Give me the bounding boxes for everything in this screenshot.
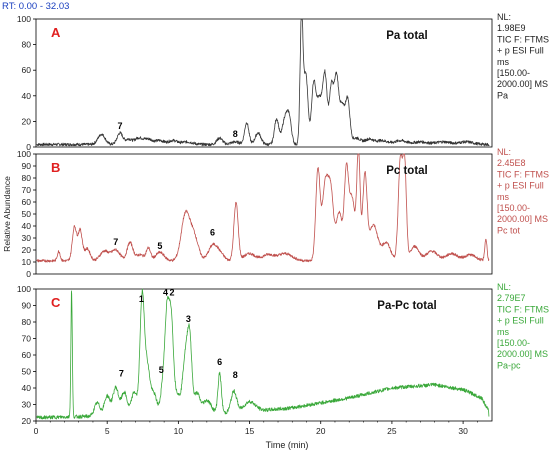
nl-line: + p ESI Full [497, 316, 544, 326]
y-tick-label: 90 [22, 301, 32, 311]
panel-letter: B [51, 160, 60, 175]
nl-line: TIC F: FTMS [497, 34, 549, 44]
nl-line: [150.00- [497, 68, 530, 78]
nl-line: Pc tot [497, 225, 521, 235]
y-tick-label: 80 [22, 317, 32, 327]
x-tick-label: 20 [316, 426, 326, 436]
nl-line: 1.98E9 [497, 23, 526, 33]
peak-label: 3 [186, 314, 191, 324]
y-axis-label: Relative Abundance [2, 176, 12, 252]
series-line [36, 288, 490, 420]
nl-line: + p ESI Full [497, 46, 544, 56]
y-tick-label: 80 [22, 173, 32, 183]
peak-label: 5 [159, 365, 164, 375]
y-tick-label: 10 [22, 257, 32, 267]
nl-line: 2000.00] MS [497, 349, 548, 359]
y-tick-label: 20 [22, 245, 32, 255]
peak-label: 6 [210, 228, 215, 238]
y-tick-label: 100 [17, 14, 31, 24]
peak-label: 7 [119, 368, 124, 378]
nl-line: [150.00- [497, 338, 530, 348]
y-tick-label: 20 [22, 116, 32, 126]
y-tick-label: 0 [26, 269, 31, 279]
y-tick-label: 50 [22, 209, 32, 219]
x-axis: 0 5 10 15 20 25 30 [34, 421, 478, 436]
x-tick-label: 30 [458, 426, 468, 436]
peak-label: 4 [163, 288, 168, 298]
nl-line: 2.79E7 [497, 293, 526, 303]
panel-title: Pc total [386, 165, 428, 177]
series-line [36, 18, 490, 147]
y-tick-label: 90 [22, 161, 32, 171]
y-tick-label: 40 [22, 221, 32, 231]
y-tick-label: 60 [22, 350, 32, 360]
y-tick-label: 40 [22, 91, 32, 101]
peak-label: 1 [139, 294, 144, 304]
peak-label: 5 [157, 241, 162, 251]
peak-label: 7 [113, 237, 118, 247]
nl-line: TIC F: FTMS [497, 169, 549, 179]
nl-line: ms [497, 192, 509, 202]
peak-label: 7 [117, 121, 122, 131]
series-line [36, 153, 490, 263]
nl-line: 2.45E8 [497, 158, 526, 168]
nl-line: ms [497, 57, 509, 67]
nl-line: + p ESI Full [497, 181, 544, 191]
y-tick-label: 60 [22, 65, 32, 75]
nl-line: TIC F: FTMS [497, 304, 549, 314]
panel-c: 20 30 40 50 60 70 80 90 100 C Pa-Pc total 1 4 2 3 7 5 6 8 N… [17, 282, 549, 426]
rt-range-label: RT: 0.00 - 32.03 [2, 1, 69, 12]
nl-line: 2000.00] MS [497, 214, 548, 224]
panel-b: 0 10 20 30 40 50 60 70 80 90 100 B Pc total 7 5 6 NL:2.4… [2, 147, 549, 279]
y-tick-label: 30 [22, 400, 32, 410]
panel-letter: C [51, 295, 61, 310]
panel-letter: A [51, 25, 61, 40]
y-tick-label: 100 [17, 149, 31, 159]
nl-line: [150.00- [497, 203, 530, 213]
y-tick-label: 80 [22, 40, 32, 50]
y-tick-label: 50 [22, 367, 32, 377]
peak-label: 2 [169, 288, 174, 298]
x-tick-label: 0 [34, 426, 39, 436]
nl-line: ms [497, 327, 509, 337]
y-tick-label: 70 [22, 334, 32, 344]
x-tick-label: 15 [245, 426, 255, 436]
nl-line: NL: [497, 282, 511, 292]
x-tick-label: 10 [174, 426, 184, 436]
panel-title: Pa total [386, 30, 428, 42]
y-tick-label: 20 [22, 416, 32, 426]
nl-line: 2000.00] MS [497, 79, 548, 89]
nl-line: NL: [497, 12, 511, 22]
y-tick-label: 60 [22, 197, 32, 207]
y-tick-label: 30 [22, 233, 32, 243]
nl-line: NL: [497, 147, 511, 157]
x-axis-label: Time (min) [266, 440, 309, 450]
x-tick-label: 25 [387, 426, 397, 436]
y-tick-label: 70 [22, 185, 32, 195]
y-tick-label: 100 [17, 284, 31, 294]
peak-label: 8 [233, 129, 238, 139]
panel-title: Pa-Pc total [377, 300, 436, 312]
y-tick-label: 40 [22, 383, 32, 393]
nl-line: Pa [497, 90, 508, 100]
plot-frame [35, 18, 493, 148]
peak-label: 6 [217, 357, 222, 367]
y-tick-label: 0 [26, 142, 31, 152]
x-tick-label: 5 [105, 426, 110, 436]
nl-line: Pa-pc [497, 360, 521, 370]
peak-label: 8 [233, 370, 238, 380]
